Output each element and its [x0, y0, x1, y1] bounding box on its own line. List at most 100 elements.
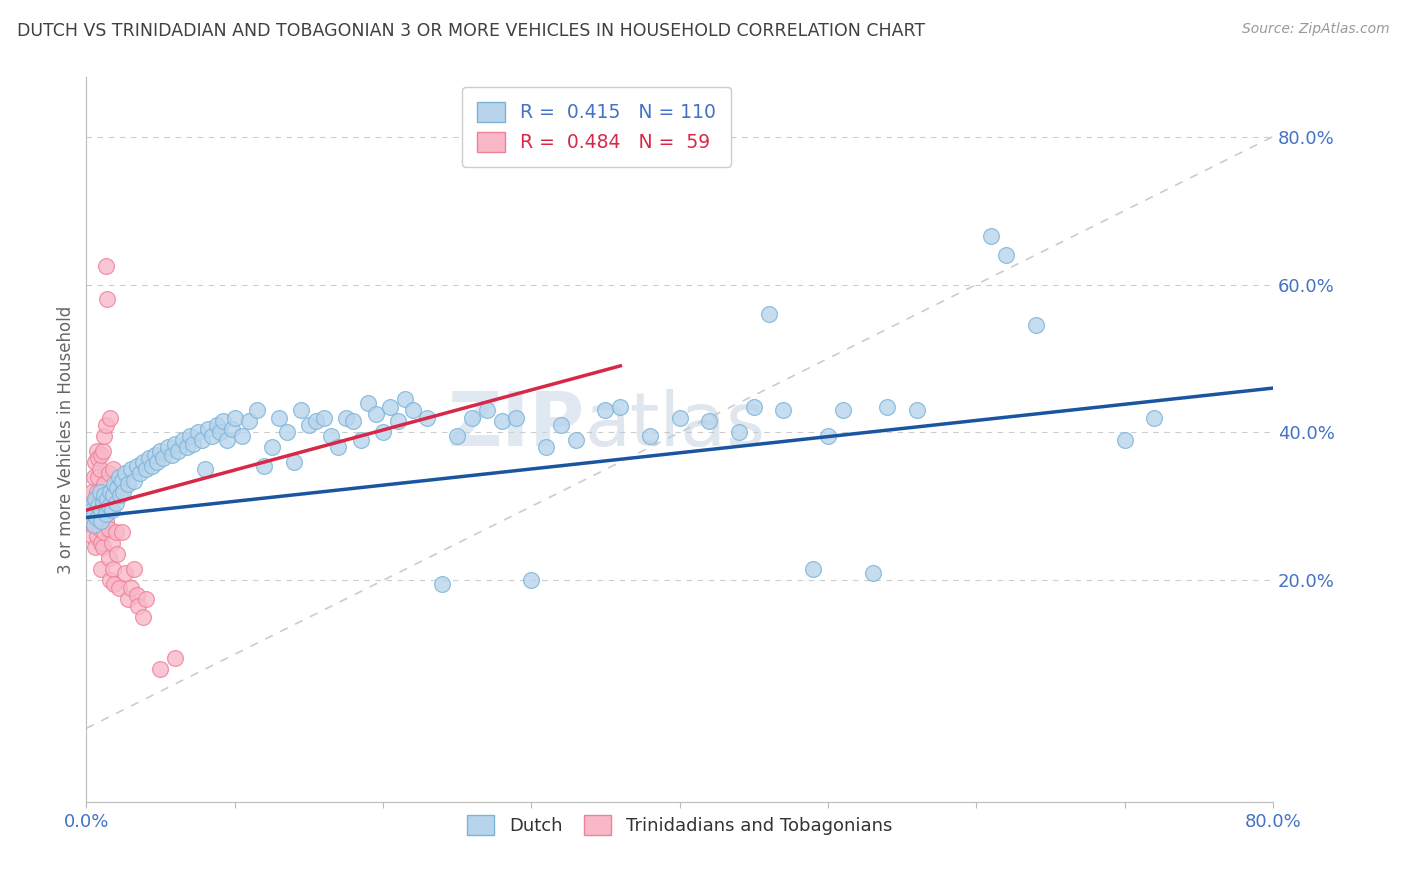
- Point: [276, 425, 298, 440]
- Point: [187, 425, 209, 440]
- Point: [84, 491, 107, 506]
- Point: [94, 507, 117, 521]
- Point: [221, 422, 243, 436]
- Point: [96, 491, 118, 506]
- Point: [224, 410, 246, 425]
- Point: [90, 503, 112, 517]
- Point: [87, 500, 110, 514]
- Point: [91, 500, 114, 514]
- Point: [90, 448, 112, 462]
- Point: [461, 410, 484, 425]
- Point: [238, 414, 260, 428]
- Point: [80, 500, 103, 514]
- Point: [1114, 433, 1136, 447]
- Point: [742, 400, 765, 414]
- Point: [97, 500, 120, 514]
- Point: [905, 403, 928, 417]
- Point: [117, 477, 139, 491]
- Point: [94, 259, 117, 273]
- Point: [131, 610, 153, 624]
- Point: [357, 396, 380, 410]
- Point: [550, 418, 572, 433]
- Text: ZIP: ZIP: [447, 389, 585, 462]
- Text: DUTCH VS TRINIDADIAN AND TOBAGONIAN 3 OR MORE VEHICLES IN HOUSEHOLD CORRELATION : DUTCH VS TRINIDADIAN AND TOBAGONIAN 3 OR…: [17, 22, 925, 40]
- Point: [697, 414, 720, 428]
- Point: [87, 491, 110, 506]
- Point: [165, 651, 187, 665]
- Point: [728, 425, 751, 440]
- Point: [609, 400, 631, 414]
- Point: [86, 484, 108, 499]
- Point: [565, 433, 588, 447]
- Point: [86, 529, 108, 543]
- Point: [98, 410, 121, 425]
- Y-axis label: 3 or more Vehicles in Household: 3 or more Vehicles in Household: [58, 306, 75, 574]
- Point: [290, 403, 312, 417]
- Point: [94, 514, 117, 528]
- Point: [125, 458, 148, 473]
- Point: [319, 429, 342, 443]
- Point: [91, 444, 114, 458]
- Point: [350, 433, 373, 447]
- Point: [111, 525, 134, 540]
- Point: [638, 429, 661, 443]
- Point: [108, 470, 131, 484]
- Point: [93, 525, 115, 540]
- Point: [401, 403, 423, 417]
- Point: [82, 503, 104, 517]
- Point: [104, 525, 127, 540]
- Point: [87, 470, 110, 484]
- Point: [491, 414, 513, 428]
- Point: [98, 574, 121, 588]
- Point: [97, 466, 120, 480]
- Point: [80, 491, 103, 506]
- Point: [135, 591, 157, 606]
- Point: [100, 536, 122, 550]
- Point: [211, 414, 233, 428]
- Point: [91, 496, 114, 510]
- Point: [141, 458, 163, 473]
- Point: [201, 429, 224, 443]
- Point: [817, 429, 839, 443]
- Point: [179, 429, 201, 443]
- Point: [475, 403, 498, 417]
- Point: [94, 418, 117, 433]
- Point: [98, 484, 121, 499]
- Point: [86, 510, 108, 524]
- Point: [107, 481, 129, 495]
- Point: [156, 440, 179, 454]
- Point: [128, 466, 150, 480]
- Point: [387, 414, 409, 428]
- Point: [83, 507, 105, 521]
- Point: [107, 548, 129, 562]
- Point: [995, 248, 1018, 262]
- Point: [162, 448, 184, 462]
- Point: [143, 448, 166, 462]
- Point: [82, 484, 104, 499]
- Text: atlas: atlas: [585, 389, 766, 462]
- Point: [83, 517, 105, 532]
- Point: [328, 440, 350, 454]
- Point: [149, 662, 172, 676]
- Point: [394, 392, 416, 407]
- Point: [90, 536, 112, 550]
- Point: [342, 414, 364, 428]
- Point: [416, 410, 439, 425]
- Point: [505, 410, 527, 425]
- Point: [152, 451, 174, 466]
- Point: [89, 484, 111, 499]
- Point: [93, 477, 115, 491]
- Point: [831, 403, 853, 417]
- Point: [432, 577, 454, 591]
- Point: [84, 455, 107, 469]
- Point: [114, 466, 136, 480]
- Point: [668, 410, 690, 425]
- Point: [446, 429, 468, 443]
- Point: [260, 440, 283, 454]
- Point: [191, 433, 214, 447]
- Point: [758, 307, 780, 321]
- Point: [208, 425, 231, 440]
- Legend: Dutch, Trinidadians and Tobagonians: Dutch, Trinidadians and Tobagonians: [458, 806, 901, 844]
- Point: [97, 551, 120, 566]
- Point: [1025, 318, 1047, 333]
